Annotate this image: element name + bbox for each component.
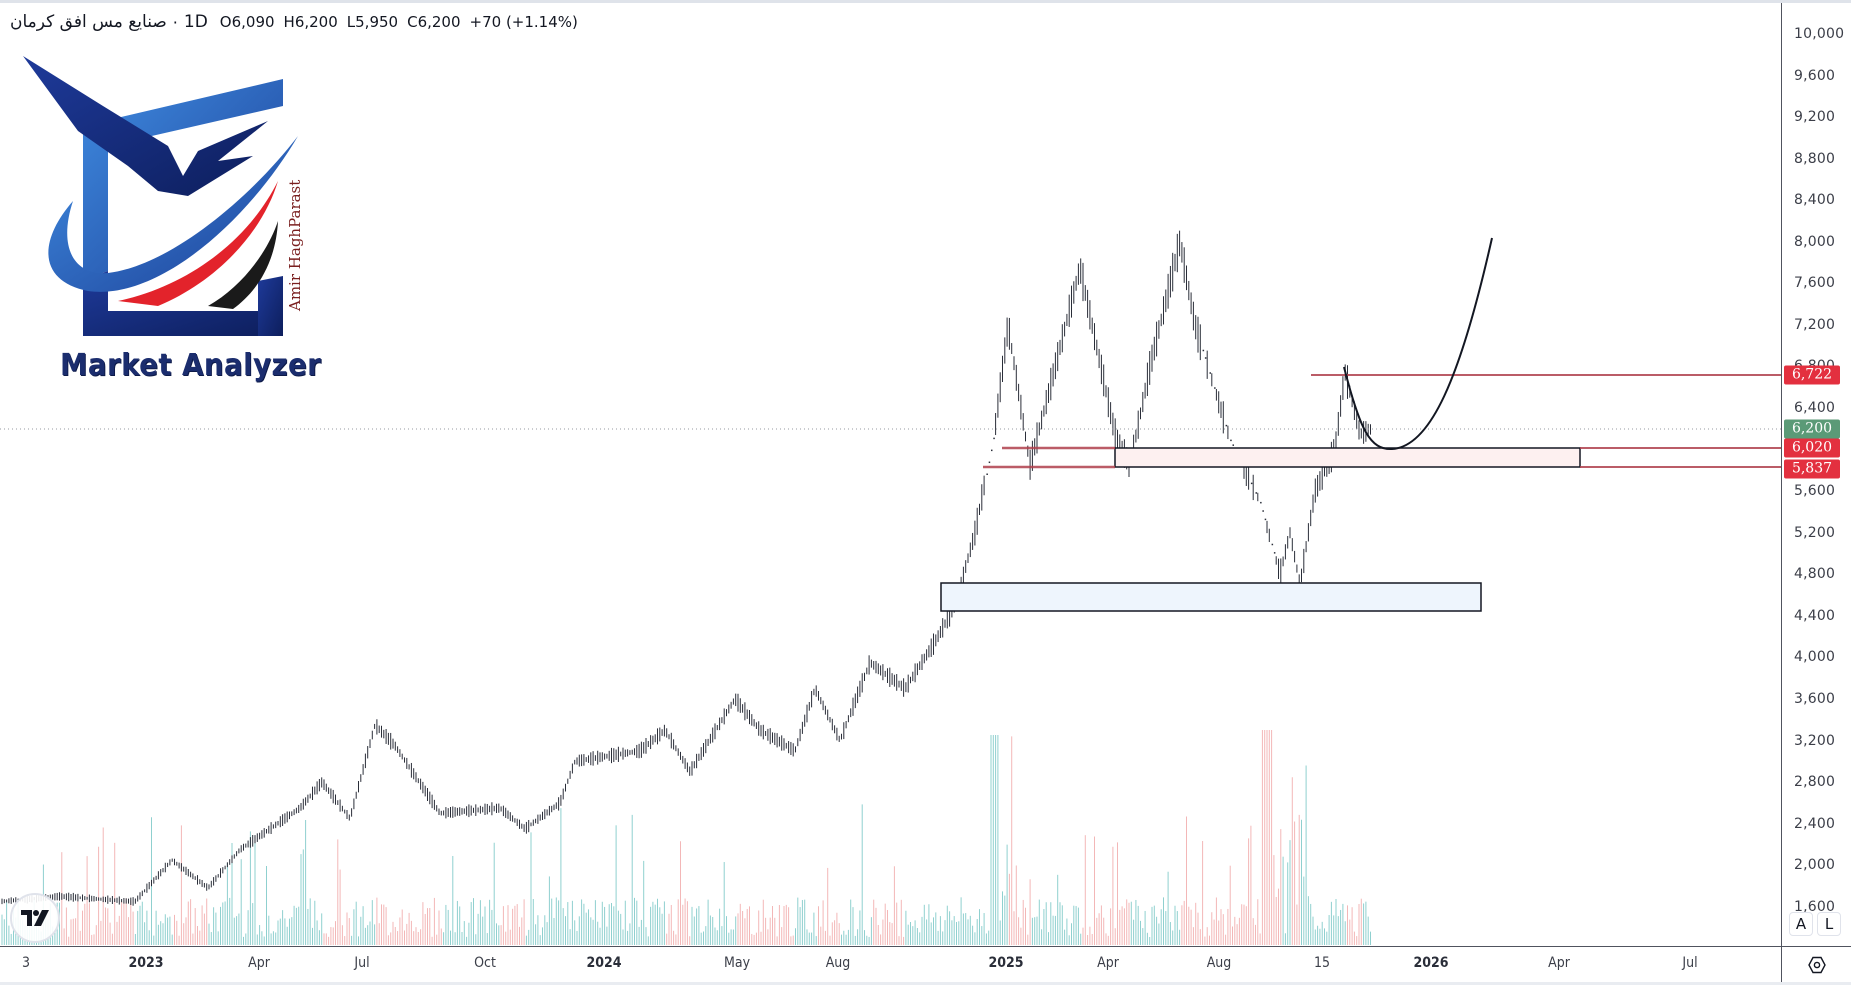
price-axis[interactable]: 10,000 9,600 9,200 8,800 8,400 8,000 7,600 7,20… [1781,3,1851,946]
price-tag-6722: 6,722 [1784,365,1840,385]
price-tick-label: 9,200 [1794,109,1836,126]
price-tick-label: 2,800 [1794,774,1836,791]
projection-curve [1343,237,1493,451]
symbol-legend: صنایع مس افق کرمان · 1D O6,090 H6,200 L5… [10,9,578,35]
price-tick-label: 7,200 [1794,316,1836,333]
timeframe[interactable]: 1D [183,12,208,32]
bottom-border [0,982,1851,985]
time-tick-label: Aug [1206,955,1232,971]
time-tick-label: Apr [1097,955,1119,971]
log-scale-button[interactable]: L [1817,912,1841,936]
price-tick-label: 2,400 [1794,815,1836,832]
resistance-zone [1114,447,1581,468]
tradingview-logo[interactable] [10,893,60,943]
price-tick-label: 2,000 [1794,857,1836,874]
time-tick-label: 2024 [586,955,622,971]
time-tick-label: Jul [1682,955,1698,971]
time-tick-label: 2025 [988,955,1024,971]
brand-signature: Amir HaghParast [286,179,304,311]
price-chart-canvas[interactable] [0,3,1781,946]
price-tick-label: 8,000 [1794,233,1836,250]
high-value: H6,200 [283,13,338,31]
time-tick-label: 3 [21,955,31,971]
chart-settings-corner[interactable] [1781,946,1851,983]
volume-bars [1,730,1371,945]
price-tag-6020: 6,020 [1784,438,1840,458]
time-tick-label: Apr [248,955,270,971]
legend-separator: · [172,12,178,32]
time-axis[interactable]: 3 2023 Apr Jul Oct 2024 May Aug 2025 Apr Aug 15 2026… [0,946,1781,983]
time-tick-label: Aug [825,955,851,971]
time-tick-label: 2026 [1413,955,1449,971]
price-tick-label: 8,400 [1794,192,1836,209]
auto-scale-button[interactable]: A [1789,912,1813,936]
price-tag-6200: 6,200 [1784,419,1840,439]
price-tick-label: 3,600 [1794,690,1836,707]
time-tick-label: Oct [474,955,496,971]
price-tick-label: 10,000 [1794,26,1845,42]
support-zone [940,582,1482,612]
price-tick-label: 5,200 [1794,524,1836,541]
time-tick-label: 15 [1313,955,1331,971]
price-tick-label: 3,200 [1794,732,1836,749]
time-tick-label: Jul [354,955,370,971]
brand-logo: Amir HaghParast [18,51,308,391]
low-value: L5,950 [346,13,399,31]
change-value: +70 (+1.14%) [469,13,578,31]
open-value: O6,090 [219,13,275,31]
price-tick-label: 9,600 [1794,67,1836,84]
symbol-name[interactable]: صنایع مس افق کرمان [10,12,167,32]
price-tick-label: 1,600 [1794,898,1836,915]
chart-plot-area[interactable]: Amir HaghParast Market Analyzer [0,3,1781,946]
brand-title: Market Analyzer [60,348,322,383]
close-value: C6,200 [407,13,461,31]
time-tick-label: Apr [1548,955,1570,971]
price-tick-label: 7,600 [1794,275,1836,292]
price-tick-label: 4,400 [1794,607,1836,624]
price-tick-label: 4,000 [1794,649,1836,666]
market-analyzer-emblem-icon [23,56,298,336]
time-tick-label: May [723,955,751,971]
price-tick-label: 4,800 [1794,566,1836,583]
price-tag-5837: 5,837 [1784,459,1840,479]
time-tick-label: 2023 [128,955,164,971]
top-border [0,0,1851,3]
settings-hexagon-icon [1808,956,1826,974]
price-tick-label: 6,400 [1794,400,1836,417]
price-tick-label: 5,600 [1794,483,1836,500]
tradingview-icon [21,910,49,926]
price-tick-label: 8,800 [1794,150,1836,167]
